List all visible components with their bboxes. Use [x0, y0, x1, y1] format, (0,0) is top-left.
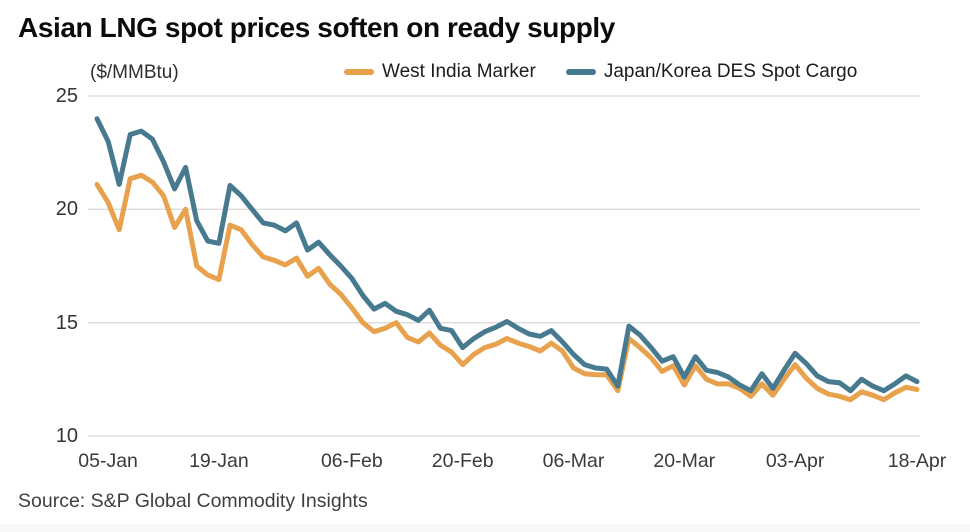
footer-strip [0, 524, 970, 532]
chart-title: Asian LNG spot prices soften on ready su… [18, 12, 615, 43]
legend-label-japan-korea-des-spot-cargo: Japan/Korea DES Spot Cargo [603, 61, 858, 82]
x-tick-label-19-jan: 19-Jan [189, 450, 249, 472]
x-tick-label-20-feb: 20-Feb [431, 450, 494, 472]
y-tick-label-20: 20 [55, 198, 78, 221]
legend-label-west-india-marker: West India Marker [382, 61, 536, 82]
y-axis-unit-label: ($/MMBtu) [90, 62, 179, 83]
source-attribution: Source: S&P Global Commodity Insights [18, 490, 368, 512]
legend-item-west-india-marker: West India Marker [344, 61, 536, 83]
x-tick-label-06-feb: 06-Feb [320, 450, 383, 472]
x-tick-label-18-apr: 18-Apr [887, 450, 947, 472]
chart-legend: West India Marker Japan/Korea DES Spot Ca… [344, 61, 857, 83]
series-line-japan-korea-des-spot-cargo [94, 116, 920, 394]
legend-swatch-icon-japan-korea-des-spot-cargo [565, 69, 596, 75]
x-tick-label-06-mar: 06-Mar [542, 450, 605, 472]
legend-swatch-icon-west-india-marker [344, 69, 374, 75]
x-tick-label-20-mar: 20-Mar [653, 450, 716, 472]
series-line-west-india-marker [94, 172, 920, 403]
x-tick-label-03-apr: 03-Apr [765, 450, 825, 472]
x-tick-label-05-jan: 05-Jan [78, 450, 138, 472]
y-tick-label-25: 25 [55, 85, 78, 107]
y-tick-label-10: 10 [55, 425, 78, 447]
legend-item-japan-korea-des-spot-cargo: Japan/Korea DES Spot Cargo [565, 61, 858, 83]
y-tick-label-15: 15 [55, 311, 78, 334]
